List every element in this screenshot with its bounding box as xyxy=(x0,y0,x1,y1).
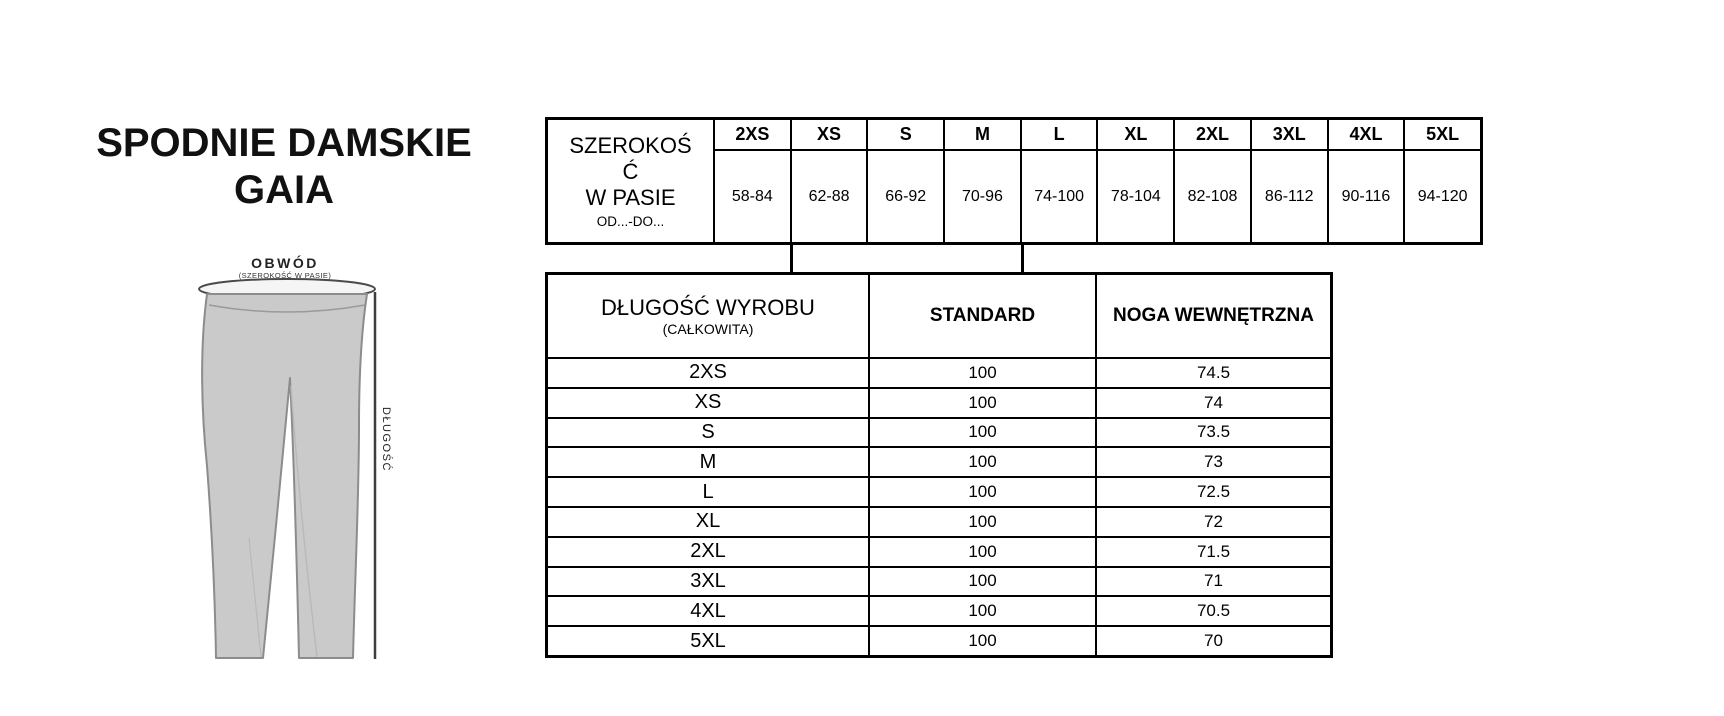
pants-shape xyxy=(201,293,368,659)
length-table-header-cell: DŁUGOŚĆ WYROBU (CAŁKOWITA) xyxy=(548,275,868,357)
inner-leg-value-cell: 74.5 xyxy=(1095,357,1330,387)
product-length-table: DŁUGOŚĆ WYROBU (CAŁKOWITA) STANDARD NOGA… xyxy=(545,272,1333,658)
size-column-header: L xyxy=(1019,120,1097,151)
waist-range-cell: 78-104 xyxy=(1096,151,1173,242)
size-row-label: S xyxy=(548,416,868,447)
waist-circumference-label: OBWÓD xyxy=(251,255,319,271)
waist-circumference-label-block: OBWÓD (SZEROKOŚĆ W PASIE) xyxy=(172,255,398,281)
page-title: SPODNIE DAMSKIE GAIA xyxy=(88,120,480,214)
size-row-label: XS xyxy=(548,386,868,417)
waist-range-cell: 90-116 xyxy=(1326,151,1404,242)
size-row-label: 5XL xyxy=(548,625,868,655)
standard-value-cell: 100 xyxy=(868,386,1095,417)
standard-value-cell: 100 xyxy=(868,357,1095,387)
waist-header-line1: SZEROKOŚ xyxy=(569,133,692,158)
standard-value-cell: 100 xyxy=(868,565,1095,596)
standard-value-cell: 100 xyxy=(868,595,1095,626)
size-column-header: 2XS xyxy=(713,120,790,151)
waist-header-line4: OD...-DO... xyxy=(596,214,665,229)
waist-header-line3: W PASIE xyxy=(585,185,676,210)
waist-range-cell: 86-112 xyxy=(1249,151,1327,242)
standard-value-cell: 100 xyxy=(868,446,1095,477)
left-leg-seam xyxy=(248,537,262,658)
inner-leg-value-cell: 71 xyxy=(1095,565,1330,596)
size-row-label: 4XL xyxy=(548,595,868,625)
size-row-label: L xyxy=(548,476,868,506)
pants-illustration xyxy=(198,278,377,659)
standard-value-cell: 100 xyxy=(868,476,1095,506)
page-title-line1: SPODNIE DAMSKIE xyxy=(96,121,472,165)
size-column-header: XS xyxy=(789,120,867,151)
table-connector-line-left xyxy=(790,245,793,273)
waist-range-cell: 74-100 xyxy=(1019,151,1097,242)
inner-leg-column-header: NOGA WEWNĘTRZNA xyxy=(1095,275,1330,357)
size-row-label: XL xyxy=(548,505,868,536)
waist-range-cell: 62-88 xyxy=(789,151,867,242)
size-column-header: 3XL xyxy=(1249,120,1327,151)
length-header-title: DŁUGOŚĆ WYROBU xyxy=(601,294,815,320)
inner-leg-value-cell: 70 xyxy=(1095,625,1330,655)
waist-header-line2: Ć xyxy=(622,159,639,184)
size-column-header: S xyxy=(866,120,944,151)
inner-leg-value-cell: 72.5 xyxy=(1095,476,1330,506)
size-row-label: 2XS xyxy=(548,357,868,387)
inner-leg-value-cell: 71.5 xyxy=(1095,535,1330,566)
table-connector-line-right xyxy=(1021,245,1024,273)
waist-circumference-sublabel: (SZEROKOŚĆ W PASIE) xyxy=(238,271,332,280)
inner-leg-value-cell: 73 xyxy=(1095,446,1330,477)
inner-leg-value-cell: 73.5 xyxy=(1095,416,1330,447)
size-column-header: XL xyxy=(1096,120,1174,151)
standard-value-cell: 100 xyxy=(868,505,1095,536)
waist-range-cell: 66-92 xyxy=(866,151,943,242)
size-row-label: 2XL xyxy=(548,535,868,566)
standard-value-cell: 100 xyxy=(868,535,1095,566)
size-row-label: M xyxy=(548,446,868,476)
size-column-header: 4XL xyxy=(1326,120,1404,151)
waistband-seam xyxy=(208,304,366,313)
right-leg-seam xyxy=(290,385,318,658)
waist-width-table: SZEROKOŚ Ć W PASIE OD...-DO... 2XS XS S … xyxy=(545,117,1483,245)
inner-leg-value-cell: 74 xyxy=(1095,386,1330,417)
size-column-header: 2XL xyxy=(1173,120,1250,151)
standard-column-header: STANDARD xyxy=(868,275,1095,357)
waist-range-cell: 58-84 xyxy=(713,151,790,242)
waist-table-header-cell: SZEROKOŚ Ć W PASIE OD...-DO... xyxy=(548,120,713,242)
waist-range-cell: 82-108 xyxy=(1173,151,1250,242)
size-row-label: 3XL xyxy=(548,565,868,596)
length-header-subtitle: (CAŁKOWITA) xyxy=(662,320,754,337)
standard-value-cell: 100 xyxy=(868,416,1095,447)
size-column-header: 5XL xyxy=(1403,120,1480,151)
inner-leg-value-cell: 70.5 xyxy=(1095,595,1330,626)
size-column-header: M xyxy=(943,120,1020,151)
standard-value-cell: 100 xyxy=(868,625,1095,655)
waist-range-cell: 94-120 xyxy=(1403,151,1480,242)
page-title-line2: GAIA xyxy=(234,168,334,212)
length-label: DŁUGOŚĆ xyxy=(380,407,392,472)
waist-range-cell: 70-96 xyxy=(943,151,1020,242)
inner-leg-value-cell: 72 xyxy=(1095,505,1330,536)
